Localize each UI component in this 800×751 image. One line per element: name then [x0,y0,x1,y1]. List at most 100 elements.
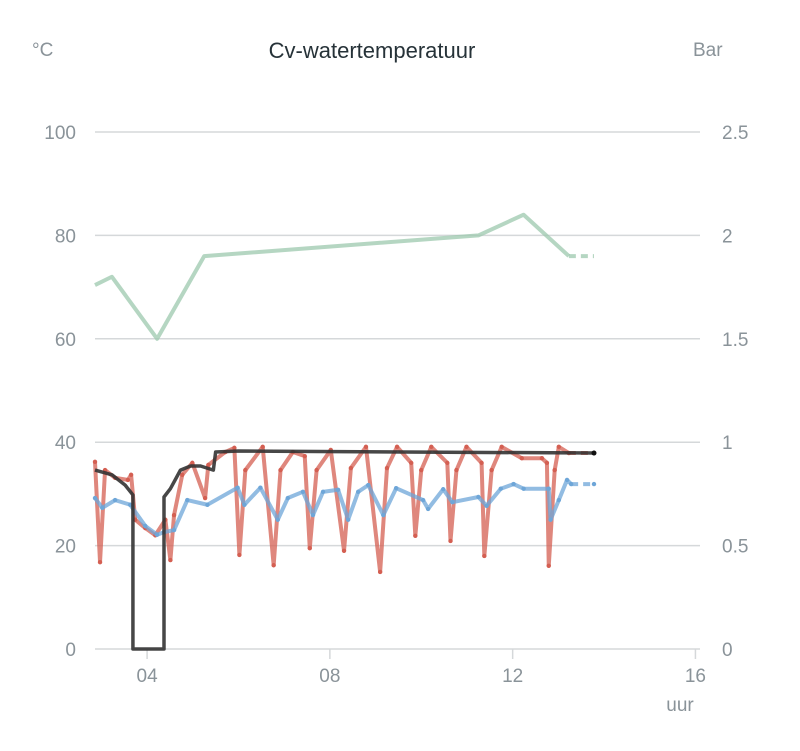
data-point [546,563,551,568]
data-point [413,533,418,538]
data-point [275,517,280,522]
data-point [143,523,148,529]
data-point [454,467,459,473]
data-point [278,467,283,473]
data-point [242,502,247,507]
y-tick-left: 20 [55,537,76,558]
y-tick-left: 0 [65,640,76,661]
y-tick-left: 60 [55,330,76,351]
data-point [429,444,434,450]
data-point [544,460,550,466]
data-point [393,486,399,491]
data-point [258,485,263,490]
data-point [302,453,307,459]
data-point [243,467,248,473]
data-point [300,489,306,495]
data-point [285,495,291,501]
y-tick-left: 40 [55,433,76,454]
data-point [521,486,526,491]
data-point [394,444,400,450]
data-point [356,489,361,495]
data-point [591,450,597,456]
y-tick-right: 0 [722,640,733,661]
data-point [168,557,173,563]
data-point [97,559,103,565]
data-point [498,486,503,491]
data-point [381,512,386,518]
data-point [511,481,516,487]
data-point [235,485,240,490]
data-point [484,503,489,508]
data-point [180,472,185,477]
data-point [425,506,431,512]
data-point [384,465,390,471]
data-point [464,444,469,450]
data-point [363,444,369,450]
data-point [154,532,160,537]
x-tick: 08 [319,666,340,687]
data-point [128,472,134,477]
data-point [232,445,237,451]
data-point [419,467,424,473]
data-point [185,497,190,503]
data-point [237,552,242,558]
data-point [112,497,118,503]
data-point [539,456,545,461]
data-point [552,467,557,473]
data-point [335,487,341,492]
data-point [556,444,562,450]
data-point [591,481,597,487]
series-line [93,444,570,574]
data-point [100,505,105,511]
data-point [548,517,553,522]
data-point [519,456,524,461]
series-line [94,449,594,651]
data-point [366,482,371,488]
series-line [94,212,571,341]
data-point [445,460,450,466]
data-point [564,477,570,483]
y-tick-right: 2 [722,226,733,247]
data-point [479,460,484,466]
x-axis-label: uur [666,695,694,716]
data-point [260,444,265,450]
data-point [310,512,316,518]
data-point [377,569,383,575]
data-point [314,467,319,473]
data-point [450,499,455,505]
data-point [190,460,195,466]
y-tick-left: 100 [44,123,76,144]
data-point [420,497,426,503]
left-axis-unit: °C [32,40,53,61]
series-0 [94,212,594,341]
data-point [499,444,504,450]
x-tick: 12 [502,666,523,687]
data-point [448,538,453,544]
data-point [171,527,177,533]
y-tick-right: 0.5 [722,537,748,558]
data-point [341,548,347,553]
data-point [171,512,177,518]
data-point [482,553,487,559]
chart-title: Cv-watertemperatuur [269,38,476,63]
y-tick-right: 1.5 [722,330,748,351]
data-point [92,495,98,501]
data-point [206,462,211,468]
data-point [271,563,276,568]
data-point [476,494,481,500]
data-point [489,467,494,473]
y-tick-left: 80 [55,226,76,247]
x-tick: 16 [685,666,706,687]
data-point [125,477,131,483]
series-3 [94,449,597,651]
data-point [348,465,354,471]
right-axis-unit: Bar [693,40,723,61]
data-point [409,460,414,466]
data-point [307,545,312,551]
y-tick-right: 2.5 [722,123,748,144]
y-tick-right: 1 [722,433,733,454]
data-point [345,517,351,522]
x-tick: 04 [137,666,159,687]
data-point [205,502,210,507]
